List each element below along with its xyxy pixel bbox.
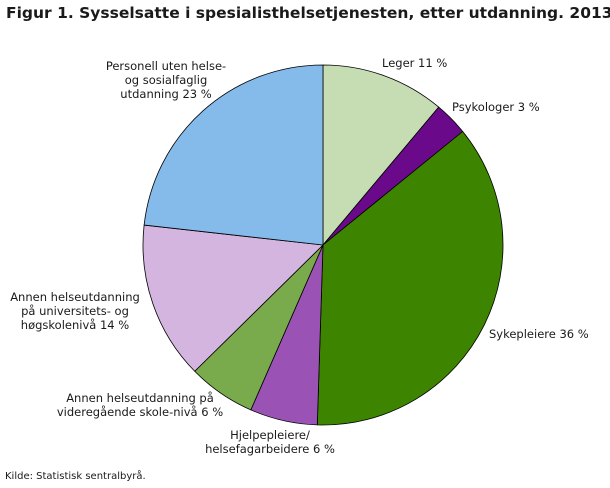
- slice-label-line: høgskolenivå 14 %: [21, 318, 129, 332]
- chart-title: Figur 1. Sysselsatte i spesialisthelsetj…: [6, 4, 610, 22]
- source-note: Kilde: Statistisk sentralbyrå.: [5, 471, 146, 482]
- pie-slice: [142, 224, 324, 372]
- slice-label-line: og sosialfaglig: [125, 73, 208, 87]
- pie-slice: [143, 64, 324, 246]
- slice-label-line: Sykepleiere 36 %: [489, 327, 589, 341]
- pie-slices: [142, 64, 504, 426]
- slice-label: Leger 11 %: [382, 56, 447, 70]
- slice-label-line: Psykologer 3 %: [452, 100, 540, 114]
- pie-slice: [322, 64, 440, 246]
- slice-label-line: Annen helseutdanning på: [66, 391, 214, 405]
- slice-label-line: Hjelpepleiere/: [230, 428, 310, 442]
- slice-label-line: helsefagarbeidere 6 %: [205, 442, 335, 456]
- slice-label: Personell uten helse-og sosialfaglig utda…: [106, 59, 226, 101]
- slice-label: Sykepleiere 36 %: [489, 327, 589, 341]
- pie-labels: Leger 11 % Psykologer 3 % Sykepleiere 36 %…: [10, 56, 589, 456]
- slice-label: Annen helseutdanning på videregående skol…: [57, 391, 223, 419]
- slice-label-line: videregående skole-nivå 6 %: [57, 405, 223, 419]
- slice-label-line: Leger 11 %: [382, 56, 447, 70]
- slice-label-line: på universitets- og: [21, 304, 129, 318]
- slice-label-line: utdanning 23 %: [120, 87, 211, 101]
- slice-label-line: Annen helseutdanning: [10, 290, 140, 304]
- pie-slice: [316, 131, 504, 426]
- slice-label-line: Personell uten helse-: [106, 59, 226, 73]
- slice-label: Annen helseutdanning på universitets- og h…: [10, 290, 140, 332]
- slice-label: Hjelpepleiere/helsefagarbeidere 6 %: [205, 428, 335, 456]
- slice-label: Psykologer 3 %: [452, 100, 540, 114]
